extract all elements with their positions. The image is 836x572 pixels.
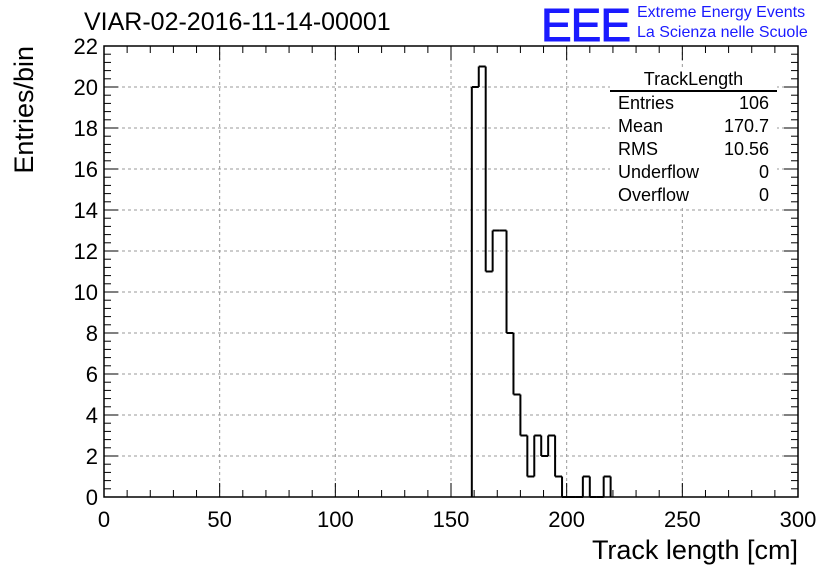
x-tick-label: 200 (548, 507, 585, 532)
y-axis-title: Entries/bin (9, 46, 39, 174)
stats-row-entries: Entries 106 (610, 92, 777, 115)
x-axis-title: Track length [cm] (592, 535, 798, 565)
stats-label: RMS (618, 139, 658, 159)
y-tick-label: 12 (74, 239, 98, 264)
logo-text-line1: Extreme Energy Events (637, 4, 806, 21)
stats-value: 10.56 (723, 139, 769, 159)
x-tick-label: 150 (433, 507, 470, 532)
y-tick-label: 10 (74, 280, 98, 305)
y-tick-label: 2 (86, 444, 98, 469)
x-tick-label: 0 (98, 507, 110, 532)
stats-value: 0 (758, 185, 769, 205)
x-tick-label: 50 (207, 507, 231, 532)
stats-label: Entries (618, 93, 675, 113)
stats-row-overflow: Overflow 0 (610, 184, 777, 207)
stats-row-underflow: Underflow 0 (610, 161, 777, 184)
stats-row-rms: RMS 10.56 (610, 138, 777, 161)
y-tick-label: 14 (74, 198, 98, 223)
y-tick-label: 22 (74, 34, 98, 59)
y-tick-label: 0 (86, 485, 98, 510)
stats-value: 170.7 (723, 116, 769, 136)
y-tick-label: 18 (74, 116, 98, 141)
x-tick-label: 100 (317, 507, 354, 532)
y-tick-label: 20 (74, 75, 98, 100)
stats-label: Overflow (618, 185, 690, 205)
y-tick-label: 6 (86, 362, 98, 387)
logo-text-line2: La Scienza nelle Scuole (637, 24, 808, 41)
eee-logo: EEE (540, 0, 631, 52)
x-tick-label: 250 (664, 507, 701, 532)
stats-label: Mean (618, 116, 664, 136)
x-tick-label: 300 (780, 507, 817, 532)
stats-value: 106 (738, 93, 769, 113)
y-tick-label: 4 (86, 403, 98, 428)
y-tick-label: 16 (74, 157, 98, 182)
stats-label: Underflow (618, 162, 700, 182)
stats-value: 0 (758, 162, 769, 182)
stats-box: TrackLength Entries 106 Mean 170.7 RMS 1… (610, 68, 777, 207)
y-tick-label: 8 (86, 321, 98, 346)
stats-title: TrackLength (610, 68, 777, 92)
plot-title: VIAR-02-2016-11-14-00001 (84, 8, 391, 36)
stats-row-mean: Mean 170.7 (610, 115, 777, 138)
